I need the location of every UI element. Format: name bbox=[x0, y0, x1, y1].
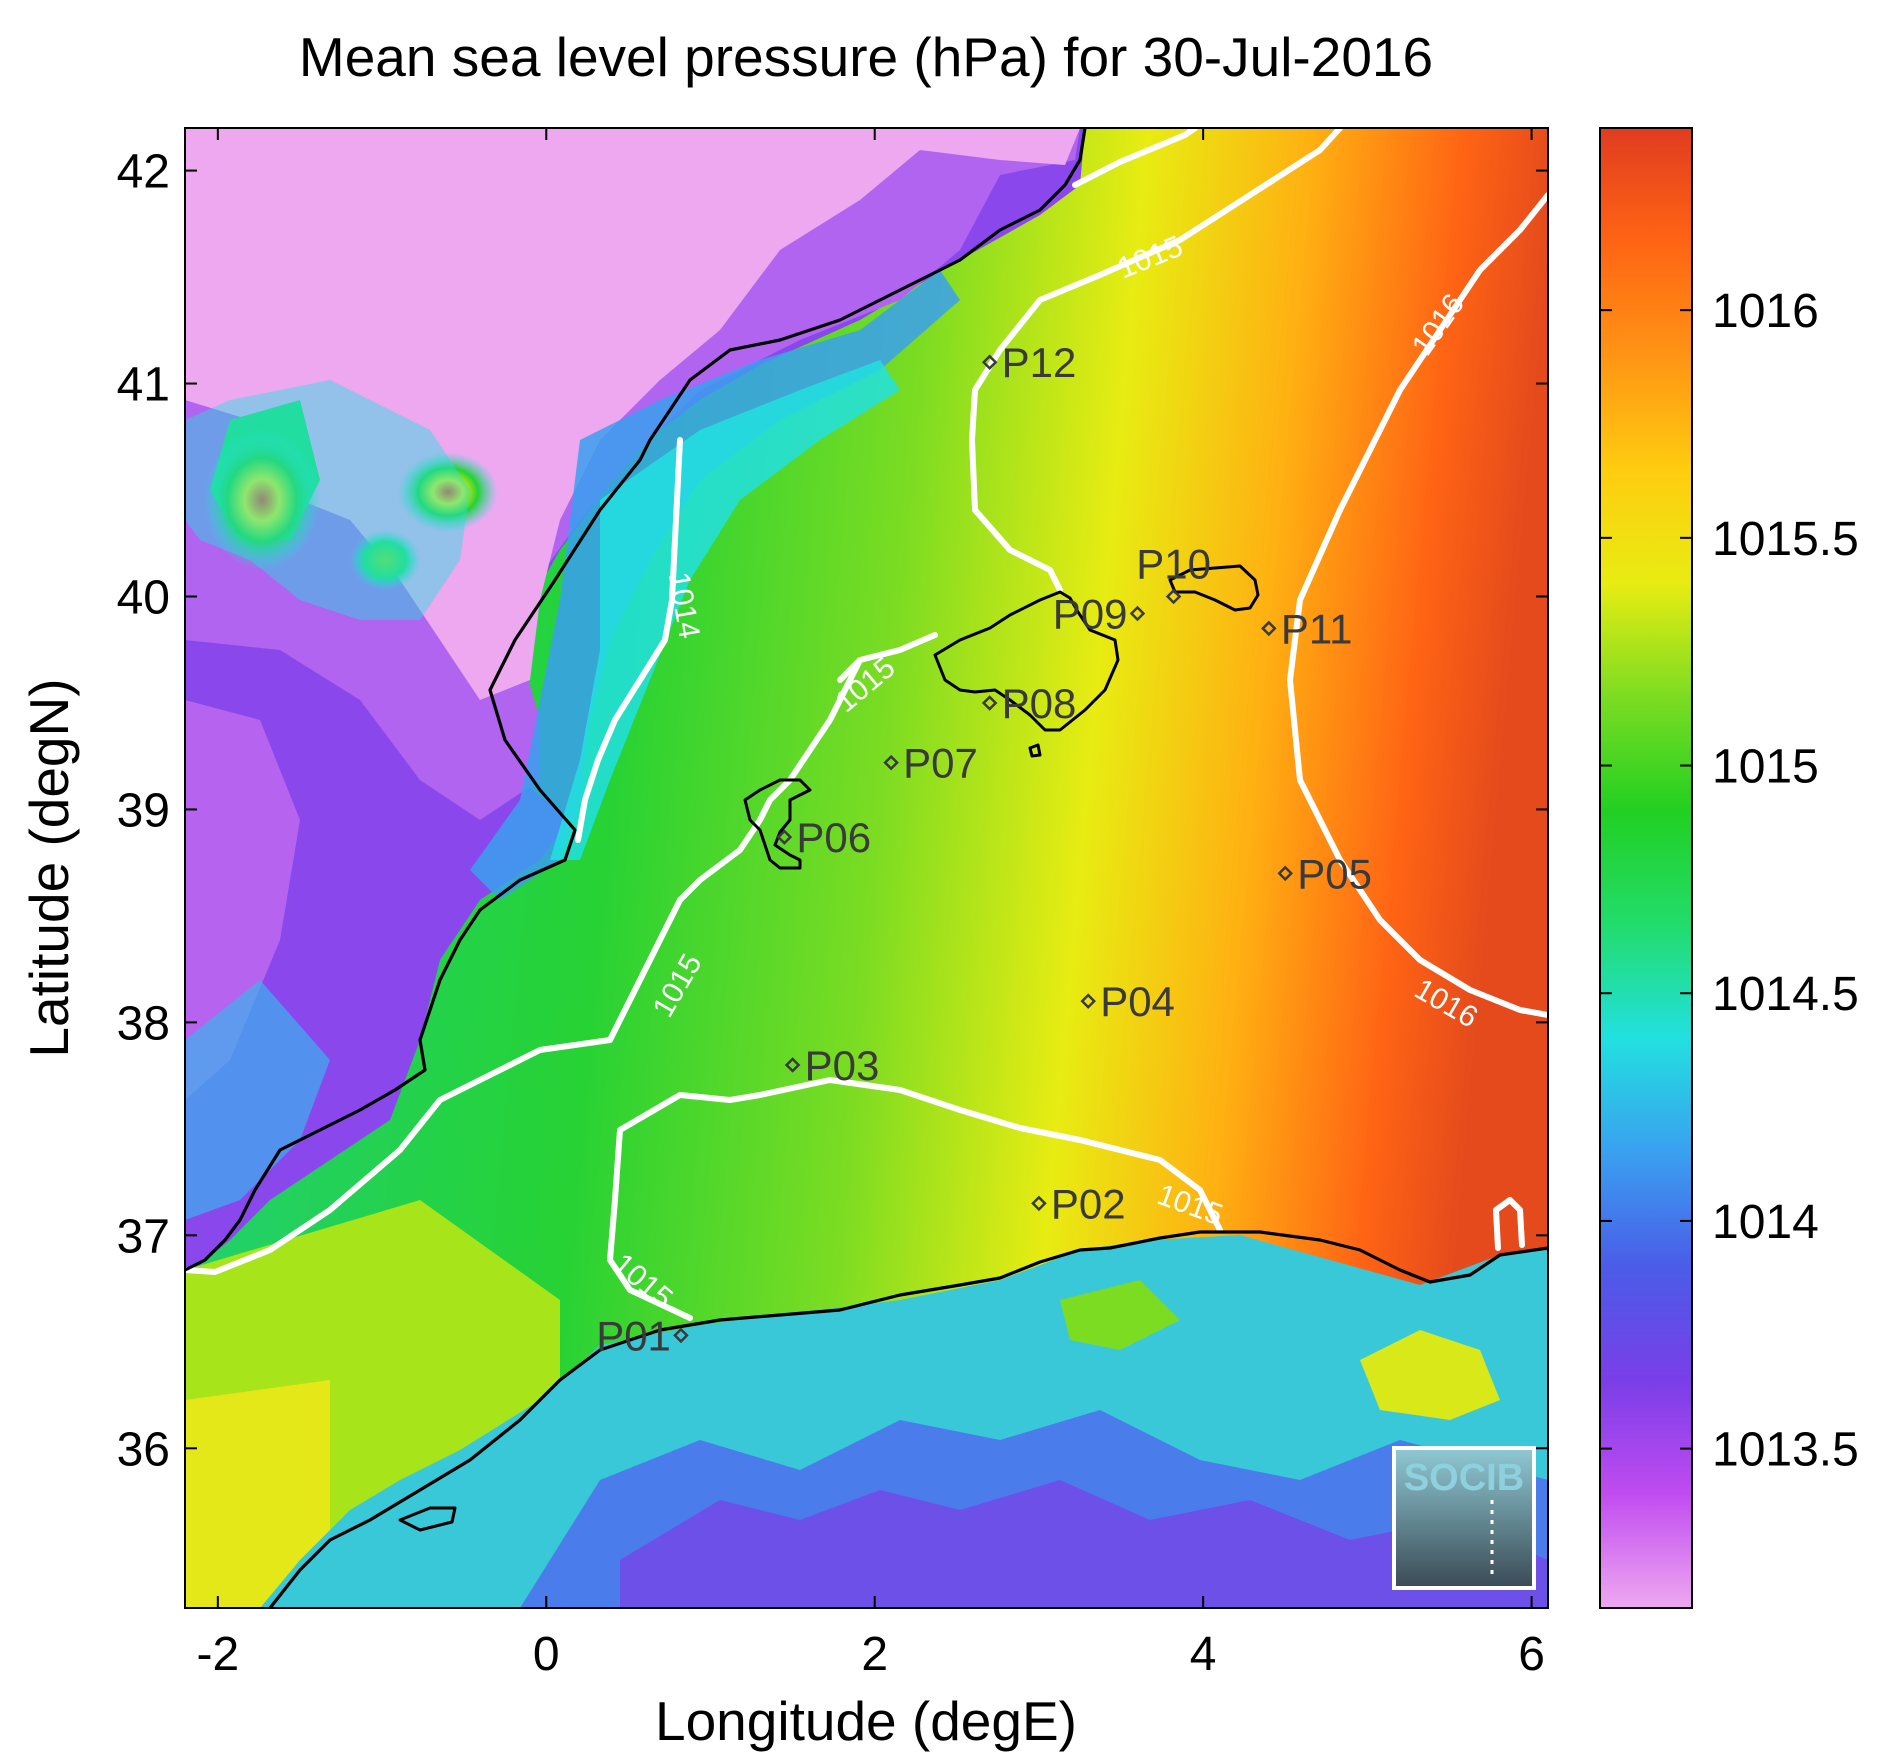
socib-logo-text: SOCIB bbox=[1404, 1457, 1524, 1499]
y-tick-label: 42 bbox=[117, 146, 170, 199]
isobar-line-1016-east bbox=[1493, 1197, 1525, 1251]
colorbar-tick-label: 1014 bbox=[1712, 1196, 1819, 1249]
x-tick-label: 0 bbox=[533, 1628, 560, 1681]
station-marker bbox=[1080, 993, 1096, 1009]
station-label: P12 bbox=[1002, 339, 1077, 386]
station-label: P07 bbox=[903, 740, 978, 787]
station-label: P09 bbox=[1053, 591, 1128, 638]
isobar-contours bbox=[185, 128, 1548, 1321]
chart-title: Mean sea level pressure (hPa) for 30-Jul… bbox=[299, 26, 1433, 88]
isobar-line-1015-north bbox=[969, 128, 1343, 593]
iberia-coastline bbox=[185, 128, 1087, 1272]
africa-coastline bbox=[268, 1230, 1548, 1608]
isobar-line-1015-south bbox=[185, 1037, 1223, 1321]
isobar-line-1014 bbox=[575, 437, 683, 843]
station-marker bbox=[883, 754, 899, 771]
station-marker bbox=[1277, 865, 1294, 882]
y-tick-label: 40 bbox=[117, 571, 170, 624]
station-label: P08 bbox=[1002, 680, 1077, 727]
station-marker bbox=[1165, 588, 1182, 605]
isobar-line-1016-north bbox=[1287, 192, 1548, 1018]
x-tick-label: 4 bbox=[1190, 1628, 1217, 1681]
station-label: P06 bbox=[796, 814, 871, 861]
station-marker bbox=[673, 1327, 689, 1344]
cabrera-island bbox=[1028, 743, 1042, 758]
x-tick-label: 6 bbox=[1518, 1628, 1545, 1681]
y-tick-label: 39 bbox=[117, 784, 170, 837]
y-axis-ticks: 36 37 38 39 40 41 42 bbox=[117, 146, 1548, 1476]
station-marker bbox=[1129, 605, 1146, 622]
station-marker bbox=[981, 695, 998, 711]
isobar-line-1015-west bbox=[607, 632, 938, 1043]
station-marker bbox=[1261, 620, 1277, 637]
alboran-island bbox=[398, 1506, 457, 1532]
colorbar-tick-label: 1013.5 bbox=[1712, 1424, 1859, 1477]
y-tick-label: 38 bbox=[117, 997, 170, 1050]
station-label: P05 bbox=[1297, 850, 1372, 897]
x-tick-label: 2 bbox=[861, 1628, 888, 1681]
ibiza-island bbox=[743, 778, 812, 870]
coastlines bbox=[185, 128, 1548, 1608]
colorbar-tick-label: 1015 bbox=[1712, 741, 1819, 794]
plot-frame bbox=[184, 127, 1549, 1609]
y-tick-label: 41 bbox=[117, 359, 170, 412]
station-marker bbox=[981, 354, 998, 371]
y-tick-label: 37 bbox=[117, 1210, 170, 1263]
station-label: P04 bbox=[1100, 978, 1175, 1025]
colorbar-ticks: 1013.5 1014 1014.5 1015 1015.5 1016 bbox=[1600, 285, 1859, 1477]
colorbar-tick-label: 1015.5 bbox=[1712, 513, 1859, 566]
station-label: P01 bbox=[596, 1312, 671, 1359]
colorbar-tick-label: 1016 bbox=[1712, 285, 1819, 338]
x-axis-ticks: -2 0 2 4 6 bbox=[196, 128, 1545, 1681]
y-tick-label: 36 bbox=[117, 1423, 170, 1476]
station-marker bbox=[776, 829, 793, 845]
station-label: P11 bbox=[1281, 605, 1353, 652]
y-axis-label: Latitude (degN) bbox=[18, 678, 80, 1057]
socib-logo: SOCIB bbox=[1392, 1446, 1536, 1590]
station-label: P02 bbox=[1051, 1180, 1126, 1227]
station-label: P10 bbox=[1136, 540, 1211, 587]
balearic-islands bbox=[743, 564, 1260, 870]
mallorca-island bbox=[933, 590, 1120, 732]
colorbar-tick-label: 1014.5 bbox=[1712, 968, 1859, 1021]
pressure-field bbox=[185, 128, 1548, 1608]
station-label: P03 bbox=[805, 1042, 880, 1089]
menorca-island bbox=[1168, 564, 1260, 612]
colorbar bbox=[1599, 127, 1693, 1609]
x-axis-label: Longitude (degE) bbox=[655, 1690, 1077, 1752]
station-marker bbox=[1031, 1195, 1047, 1212]
station-marker bbox=[784, 1057, 801, 1073]
x-tick-label: -2 bbox=[196, 1628, 239, 1681]
